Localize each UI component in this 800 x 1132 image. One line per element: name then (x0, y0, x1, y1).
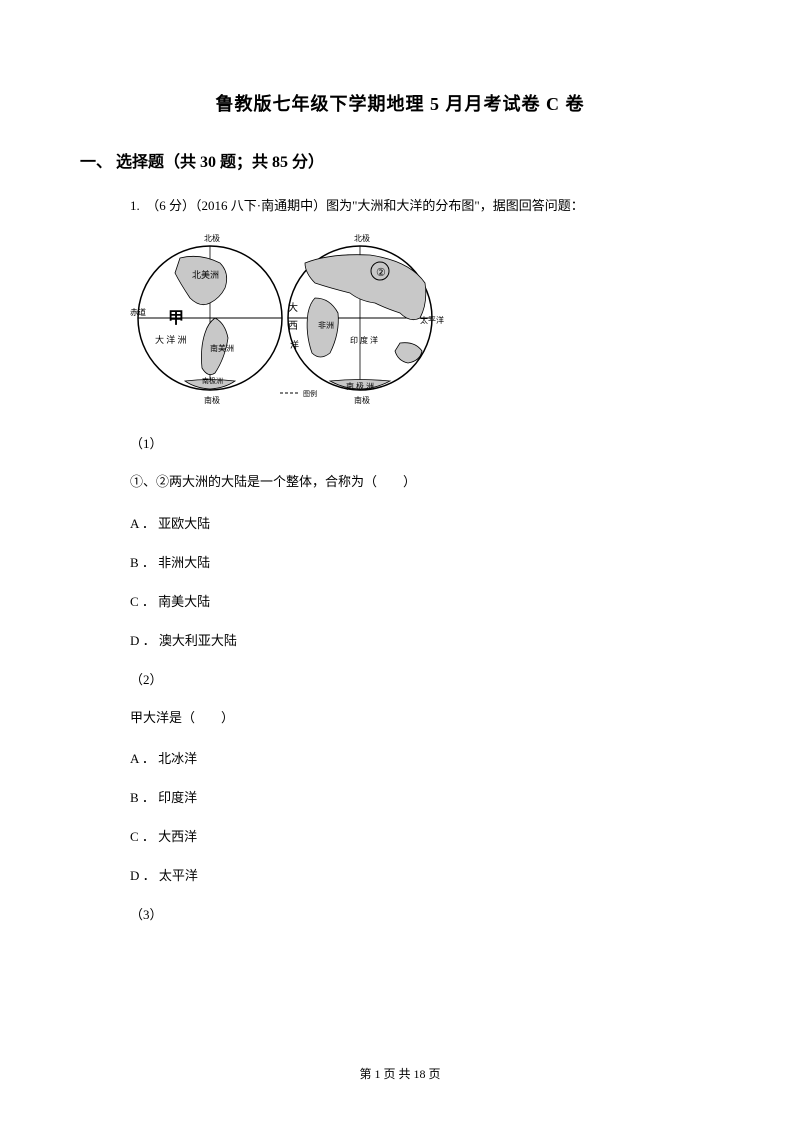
svg-text:北极: 北极 (204, 233, 220, 243)
svg-text:南 极 洲: 南 极 洲 (346, 381, 374, 391)
svg-text:非洲: 非洲 (318, 320, 334, 330)
subq2-num: （2） (130, 669, 700, 688)
svg-text:洋: 洋 (290, 339, 299, 350)
q1-intro: 1. （6 分）（2016 八下·南通期中）图为"大洲和大洋的分布图"，据图回答… (130, 196, 700, 217)
page-footer: 第 1 页 共 18 页 (0, 1065, 800, 1082)
svg-text:大: 大 (288, 301, 298, 314)
subq2-text: 甲大洋是（ ） (130, 708, 700, 729)
subq1-option-c: C ． 南美大陆 (130, 591, 700, 610)
subq1-option-a: A ． 亚欧大陆 (130, 513, 700, 532)
svg-text:南极洲: 南极洲 (202, 376, 223, 385)
svg-text:太平洋: 太平洋 (420, 315, 444, 325)
subq2-option-b: B ． 印度洋 (130, 787, 700, 806)
subq2-option-a: A ． 北冰洋 (130, 748, 700, 767)
exam-title: 鲁教版七年级下学期地理 5 月月考试卷 C 卷 (100, 90, 700, 116)
svg-text:大 洋 洲: 大 洋 洲 (155, 334, 187, 345)
svg-text:北美洲: 北美洲 (192, 269, 219, 280)
subq3-num: （3） (130, 904, 700, 923)
svg-text:甲: 甲 (168, 309, 184, 327)
continents-map-svg: 甲 北极 南极 赤道 大 洋 洲 北美洲 南美洲 南极洲 ② 北极 南极 非洲 … (130, 233, 450, 408)
svg-text:南极: 南极 (354, 395, 370, 405)
subq2-option-c: C ． 大西洋 (130, 826, 700, 845)
svg-text:②: ② (376, 267, 386, 279)
section-header: 一、 选择题（共 30 题；共 85 分） (80, 148, 700, 172)
subq1-text: ①、②两大洲的大陆是一个整体，合称为（ ） (130, 472, 700, 493)
subq2-option-d: D ． 太平洋 (130, 865, 700, 884)
svg-text:西: 西 (288, 321, 298, 332)
subq1-option-b: B ． 非洲大陆 (130, 552, 700, 571)
svg-text:赤道: 赤道 (130, 307, 146, 317)
svg-text:印 度 洋: 印 度 洋 (350, 335, 378, 345)
map-figure: 甲 北极 南极 赤道 大 洋 洲 北美洲 南美洲 南极洲 ② 北极 南极 非洲 … (130, 233, 700, 413)
svg-text:南美洲: 南美洲 (210, 343, 234, 353)
subq1-option-d: D ． 澳大利亚大陆 (130, 630, 700, 649)
svg-text:南极: 南极 (204, 395, 220, 405)
subq1-num: （1） (130, 433, 700, 452)
svg-text:北极: 北极 (354, 233, 370, 243)
svg-text:图例: 图例 (303, 389, 317, 398)
